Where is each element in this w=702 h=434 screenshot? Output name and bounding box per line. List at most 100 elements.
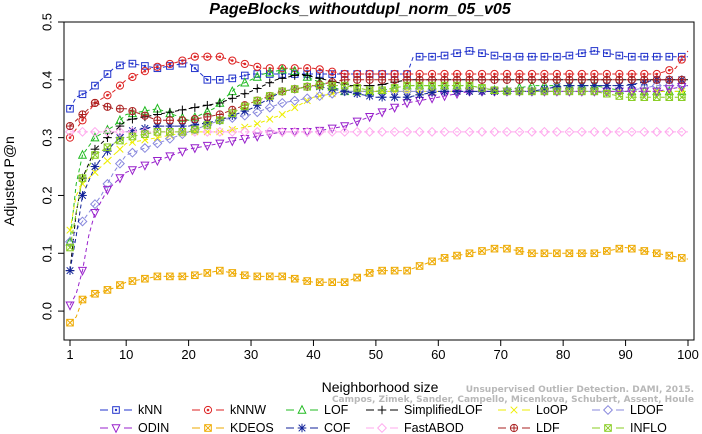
series-line-kdeos	[69, 246, 689, 324]
point-kdeos	[78, 295, 87, 304]
point-ldf	[178, 116, 187, 125]
point-knn	[590, 47, 599, 55]
point-knn	[652, 52, 661, 61]
point-knnw	[178, 56, 187, 65]
point-knnw	[115, 81, 125, 90]
point-knn	[66, 104, 74, 113]
point-simplifiedlof	[240, 89, 250, 98]
point-knnw	[203, 52, 212, 61]
point-kdeos	[615, 244, 624, 253]
point-odin	[202, 141, 212, 152]
point-fastabod	[589, 126, 600, 137]
legend-item-lof: LOF	[286, 403, 349, 417]
point-odin	[102, 185, 113, 196]
point-knn	[428, 52, 436, 61]
point-knnw	[215, 52, 224, 61]
point-kdeos	[490, 244, 499, 253]
point-fastabod	[414, 126, 425, 137]
legend-label: LOF	[324, 403, 349, 417]
point-inflo	[66, 243, 74, 252]
point-fastabod	[314, 126, 325, 137]
point-cof	[65, 266, 75, 275]
point-loop	[291, 103, 299, 112]
legend-item-simplifiedlof: SimplifiedLOF	[366, 403, 483, 417]
series-line-odin	[69, 85, 689, 306]
point-inflo	[253, 96, 262, 105]
point-simplifiedlof	[165, 107, 175, 117]
x-tick-label: 20	[181, 347, 195, 362]
legend-label: FastABOD	[404, 421, 464, 434]
point-kdeos	[103, 286, 112, 294]
point-fastabod	[89, 126, 100, 137]
point-fastabod	[489, 126, 500, 137]
point-kdeos	[278, 272, 287, 281]
point-kdeos	[565, 249, 574, 258]
x-tick-label: 1	[66, 347, 73, 362]
point-knn	[116, 61, 124, 70]
point-ldf	[378, 75, 387, 84]
point-ldf	[577, 75, 586, 84]
point-inflo	[590, 87, 599, 96]
legend-marker	[204, 424, 212, 432]
point-loop	[278, 110, 286, 119]
point-kdeos	[403, 266, 411, 275]
point-ldof	[264, 102, 275, 113]
legend-marker	[297, 423, 307, 433]
series-line-simplifiedlof	[69, 73, 688, 271]
point-fastabod	[564, 126, 575, 137]
point-inflo	[141, 130, 149, 138]
point-inflo	[640, 93, 649, 101]
point-inflo	[103, 143, 112, 152]
point-cof	[415, 90, 424, 100]
point-ldf	[477, 75, 487, 84]
legend-label: LDOF	[630, 403, 664, 417]
point-fastabod	[514, 126, 525, 137]
point-odin	[140, 161, 150, 171]
point-knn	[565, 51, 574, 60]
x-tick-label: 50	[369, 347, 383, 362]
legend-label: ODIN	[138, 421, 169, 434]
legend-label: LDF	[536, 421, 560, 434]
point-lof	[252, 71, 262, 81]
point-lof	[240, 77, 250, 87]
point-knn	[578, 49, 586, 58]
point-fastabod	[601, 126, 612, 137]
point-kdeos	[628, 244, 636, 253]
point-lof	[277, 64, 287, 74]
point-inflo	[528, 87, 536, 96]
series-line-loop	[69, 90, 688, 231]
point-simplifiedlof	[277, 74, 287, 83]
point-inflo	[203, 121, 212, 129]
point-odin	[340, 122, 350, 132]
legend-marker	[602, 404, 614, 416]
point-knnw	[190, 52, 199, 61]
point-knn	[415, 52, 424, 61]
point-odin	[377, 108, 387, 118]
point-ldf	[502, 75, 512, 84]
legend-marker	[111, 424, 121, 434]
point-kdeos	[91, 289, 99, 298]
point-ldf	[190, 115, 199, 124]
point-knn	[203, 76, 212, 84]
point-fastabod	[664, 126, 675, 137]
point-loop	[266, 115, 274, 123]
point-inflo	[365, 86, 374, 95]
point-lof	[77, 149, 88, 159]
point-fastabod	[427, 126, 438, 137]
point-inflo	[116, 136, 124, 145]
point-ldf	[602, 75, 611, 84]
point-odin	[215, 139, 225, 149]
point-ldof	[651, 80, 662, 91]
point-kdeos	[141, 274, 149, 283]
point-kdeos	[66, 318, 74, 327]
point-knn	[503, 52, 511, 61]
point-odin	[639, 87, 649, 97]
legend-label: KDEOS	[230, 421, 274, 434]
point-knn	[603, 49, 611, 58]
point-fastabod	[551, 126, 562, 137]
legend-marker	[376, 422, 388, 434]
point-kdeos	[216, 266, 224, 275]
point-kdeos	[428, 257, 436, 266]
point-odin	[152, 156, 163, 167]
